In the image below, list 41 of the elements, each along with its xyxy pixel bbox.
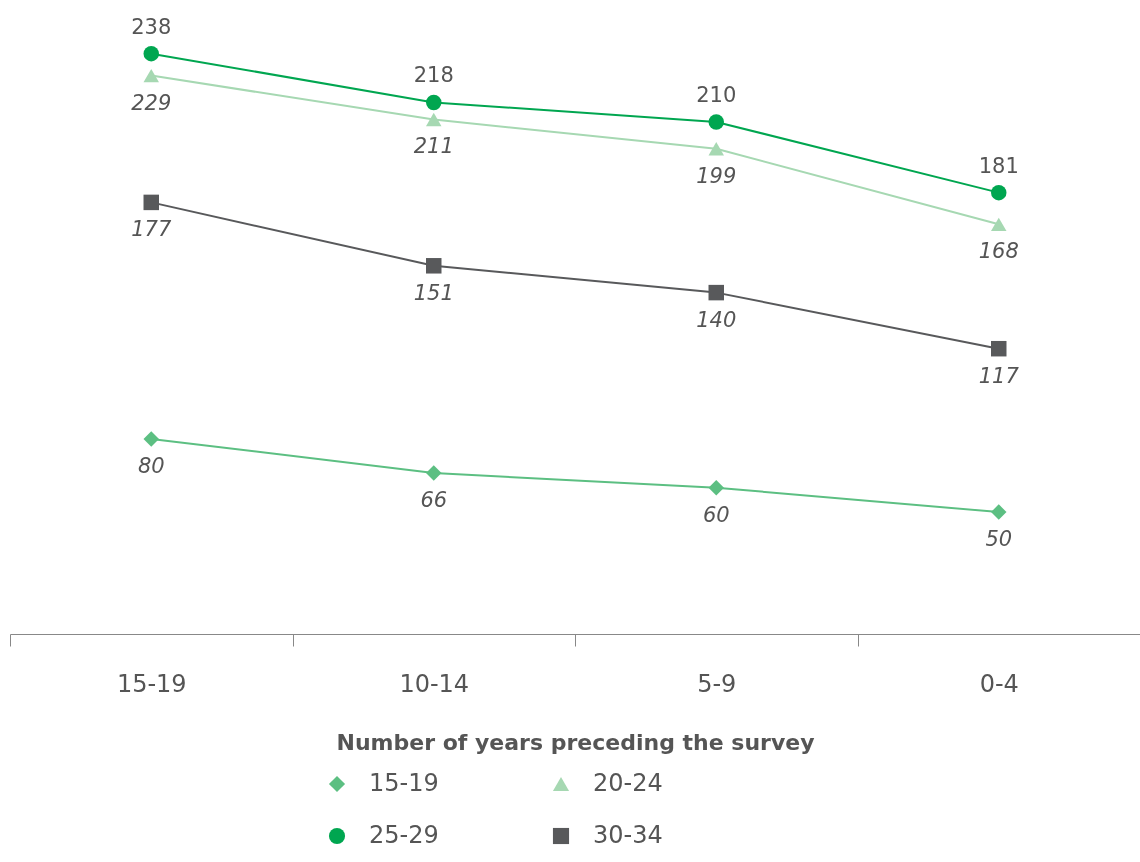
- point: [991, 504, 1007, 520]
- data-label: 210: [696, 82, 737, 107]
- data-label: 140: [696, 307, 737, 332]
- data-label: 177: [131, 217, 172, 242]
- data-label: 117: [978, 363, 1020, 388]
- point: [426, 94, 442, 111]
- x-tick-label: 0-4: [979, 669, 1019, 698]
- data-label: 50: [985, 527, 1013, 552]
- data-label: 60: [702, 502, 730, 527]
- data-label: 211: [413, 134, 454, 159]
- point: [143, 45, 159, 62]
- data-label: 238: [131, 14, 172, 39]
- data-label: 151: [413, 280, 454, 305]
- point: [708, 142, 724, 156]
- data-label: 168: [978, 239, 1019, 264]
- point: [708, 114, 724, 130]
- data-label: 181: [978, 153, 1019, 178]
- x-tick-label: 5-9: [697, 669, 737, 698]
- data-label: 218: [413, 63, 454, 88]
- legend-label: 25-29: [369, 821, 439, 849]
- point: [708, 479, 724, 496]
- data-label: 229: [131, 90, 172, 115]
- legend-label: 20-24: [593, 769, 663, 797]
- point: [426, 465, 442, 481]
- point: [143, 68, 159, 83]
- point: [708, 284, 724, 301]
- x-tick-label: 10-14: [399, 669, 470, 698]
- data-label: 66: [420, 488, 448, 513]
- point: [426, 112, 442, 127]
- point: [143, 431, 159, 447]
- point: [991, 184, 1007, 201]
- point: [991, 217, 1007, 232]
- x-axis-title: Number of years preceding the survey: [336, 729, 815, 755]
- point: [426, 258, 442, 274]
- data-label: 80: [137, 453, 165, 478]
- point: [991, 340, 1007, 357]
- point: [143, 194, 159, 211]
- data-label: 199: [696, 163, 737, 188]
- legend-label: 15-19: [369, 769, 439, 797]
- legend-label: 30-34: [593, 821, 663, 849]
- x-tick-label: 15-19: [116, 669, 187, 698]
